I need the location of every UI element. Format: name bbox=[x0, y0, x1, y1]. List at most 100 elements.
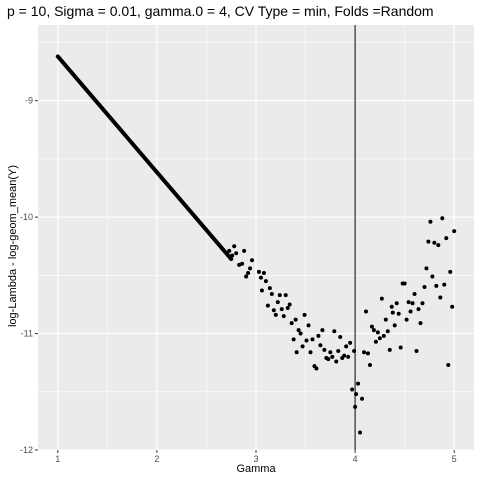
data-point bbox=[392, 323, 397, 328]
data-point bbox=[434, 283, 439, 288]
data-point bbox=[436, 243, 441, 248]
data-point bbox=[281, 314, 286, 319]
data-point bbox=[296, 328, 301, 333]
data-point bbox=[365, 351, 370, 356]
data-point bbox=[358, 430, 363, 435]
data-point bbox=[306, 323, 311, 328]
data-point bbox=[265, 303, 270, 308]
data-point bbox=[446, 363, 451, 367]
data-point bbox=[330, 354, 335, 359]
y-axis-label: log-Lambda - log-geom_mean(Y) bbox=[7, 165, 19, 327]
data-point bbox=[432, 240, 437, 245]
data-point bbox=[234, 251, 239, 256]
data-point bbox=[371, 328, 376, 333]
data-point bbox=[271, 308, 276, 313]
data-point bbox=[414, 349, 419, 354]
data-point bbox=[404, 317, 409, 322]
x-tick-label: 2 bbox=[154, 454, 159, 464]
data-point bbox=[442, 282, 447, 287]
data-point bbox=[275, 300, 280, 305]
y-tick-label: -9 bbox=[25, 96, 33, 106]
data-point bbox=[277, 293, 282, 298]
data-point bbox=[406, 300, 411, 305]
data-point bbox=[360, 396, 365, 401]
y-axis-ticks: -12 -11 -10 -9 bbox=[20, 96, 38, 455]
x-tick-label: 4 bbox=[353, 454, 358, 464]
data-point bbox=[304, 338, 309, 343]
x-axis-label: Gamma bbox=[236, 463, 276, 475]
data-point bbox=[242, 248, 247, 253]
data-point bbox=[289, 321, 294, 326]
data-point bbox=[316, 333, 321, 338]
data-point bbox=[346, 354, 351, 359]
data-point bbox=[424, 266, 429, 271]
data-point bbox=[326, 357, 331, 362]
data-point bbox=[287, 302, 292, 307]
data-point bbox=[402, 281, 407, 286]
data-point bbox=[250, 258, 255, 263]
data-point bbox=[394, 301, 399, 306]
data-point bbox=[300, 344, 305, 349]
data-point bbox=[256, 269, 261, 274]
data-point bbox=[428, 219, 433, 224]
data-point bbox=[410, 301, 415, 306]
data-point bbox=[418, 321, 423, 326]
data-point bbox=[285, 305, 290, 310]
data-point bbox=[230, 253, 235, 258]
data-point bbox=[444, 236, 449, 241]
data-point bbox=[448, 269, 453, 274]
data-point bbox=[363, 309, 368, 314]
data-point bbox=[389, 304, 394, 309]
data-point bbox=[269, 291, 274, 296]
data-point bbox=[344, 344, 349, 349]
data-point bbox=[385, 329, 390, 334]
data-point bbox=[356, 381, 361, 386]
data-point bbox=[310, 337, 315, 342]
data-point bbox=[422, 284, 427, 289]
data-point bbox=[369, 324, 374, 329]
data-point bbox=[318, 343, 323, 348]
data-point bbox=[328, 350, 333, 355]
data-point bbox=[314, 366, 319, 371]
data-point bbox=[420, 301, 425, 306]
data-point bbox=[350, 387, 355, 392]
y-tick-label: -10 bbox=[20, 212, 33, 222]
data-point bbox=[377, 336, 382, 341]
data-point bbox=[273, 312, 278, 317]
data-point bbox=[450, 304, 455, 309]
data-point bbox=[322, 347, 327, 352]
data-point bbox=[383, 317, 388, 322]
data-point bbox=[294, 350, 299, 355]
data-point bbox=[390, 310, 395, 315]
data-point bbox=[396, 311, 401, 316]
data-point bbox=[267, 286, 272, 291]
data-point bbox=[291, 337, 296, 342]
data-point bbox=[362, 350, 367, 355]
data-point bbox=[334, 359, 339, 364]
data-point bbox=[302, 312, 307, 317]
data-point bbox=[244, 274, 249, 279]
data-point bbox=[379, 296, 384, 301]
data-point bbox=[240, 261, 245, 266]
data-point bbox=[283, 293, 288, 298]
y-tick-label: -11 bbox=[21, 329, 33, 339]
data-point bbox=[342, 353, 347, 358]
data-point bbox=[426, 239, 431, 244]
x-tick-label: 5 bbox=[452, 454, 457, 464]
data-point bbox=[336, 349, 341, 354]
data-point bbox=[348, 340, 353, 345]
data-point bbox=[387, 347, 392, 352]
dense-point-band bbox=[55, 54, 234, 262]
data-point bbox=[258, 275, 263, 280]
data-point bbox=[438, 295, 443, 300]
data-point bbox=[320, 328, 325, 333]
data-point bbox=[259, 288, 264, 293]
x-tick-label: 3 bbox=[253, 454, 258, 464]
data-point bbox=[279, 307, 284, 312]
data-point bbox=[367, 363, 372, 367]
data-points bbox=[227, 216, 457, 435]
x-axis-ticks: 1 2 3 4 5 bbox=[55, 450, 457, 464]
data-point bbox=[246, 271, 251, 276]
data-point bbox=[293, 317, 298, 322]
